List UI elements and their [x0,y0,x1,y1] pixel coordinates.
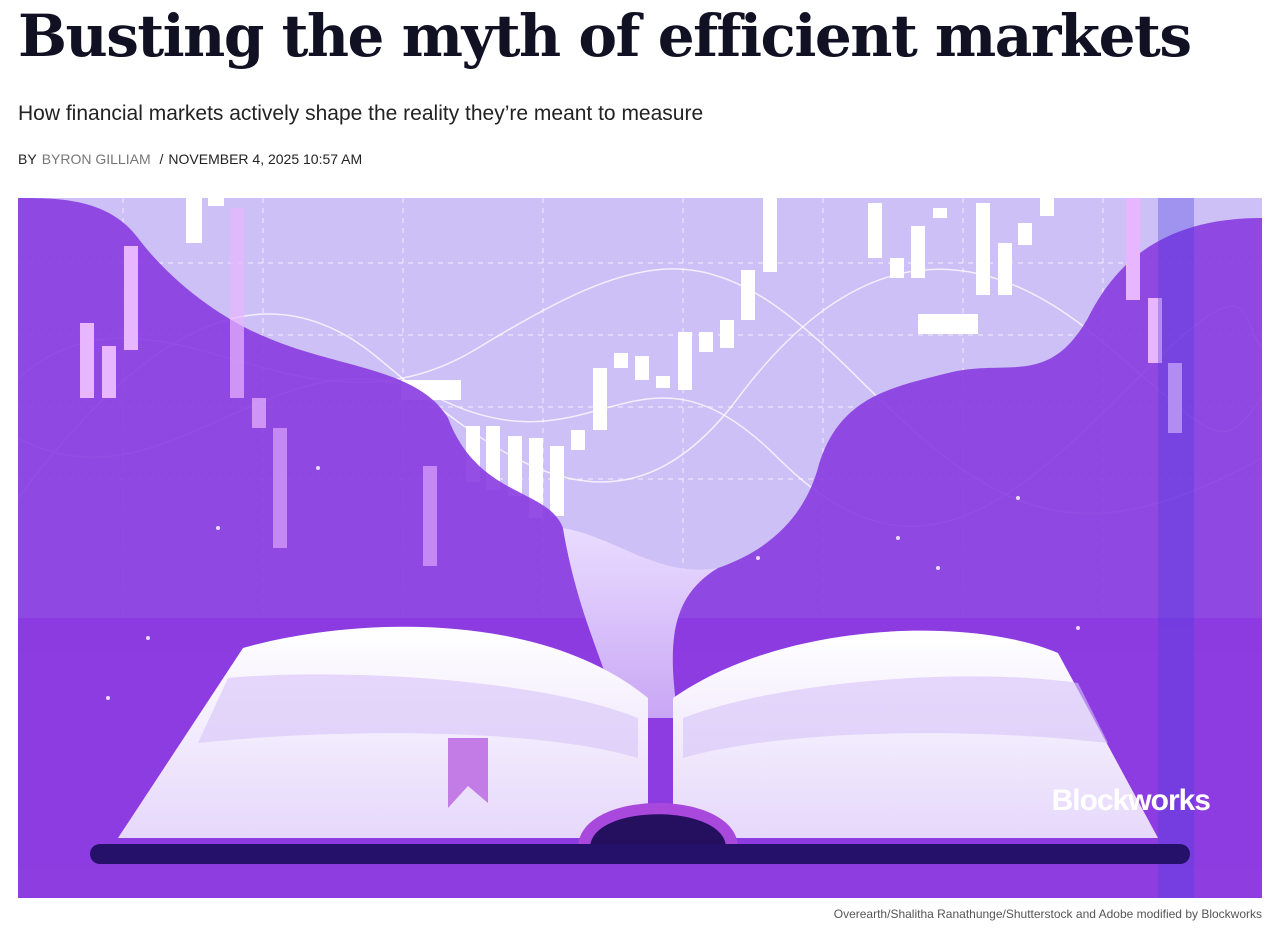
book [90,626,1190,864]
hero-image: Blockworks [18,198,1262,898]
candlesticks [186,198,1054,518]
article-subtitle: How financial markets actively shape the… [18,102,704,125]
image-caption: Overearth/Shalitha Ranathunge/Shuttersto… [833,907,1262,921]
byline: BY BYRON GILLIAM / NOVEMBER 4, 2025 10:57 … [18,151,367,167]
sparkles [106,466,1080,700]
article-title: Busting the myth of efficient markets [18,2,1192,70]
highlight-column [1158,198,1194,898]
byline-separator: / [159,151,164,167]
byline-prefix: BY [18,151,37,167]
image-watermark: Blockworks [1052,784,1211,817]
mist [563,528,718,718]
bars-pink [80,198,1182,566]
author-link[interactable]: BYRON GILLIAM [41,151,151,167]
publish-date: NOVEMBER 4, 2025 10:57 AM [168,151,363,167]
